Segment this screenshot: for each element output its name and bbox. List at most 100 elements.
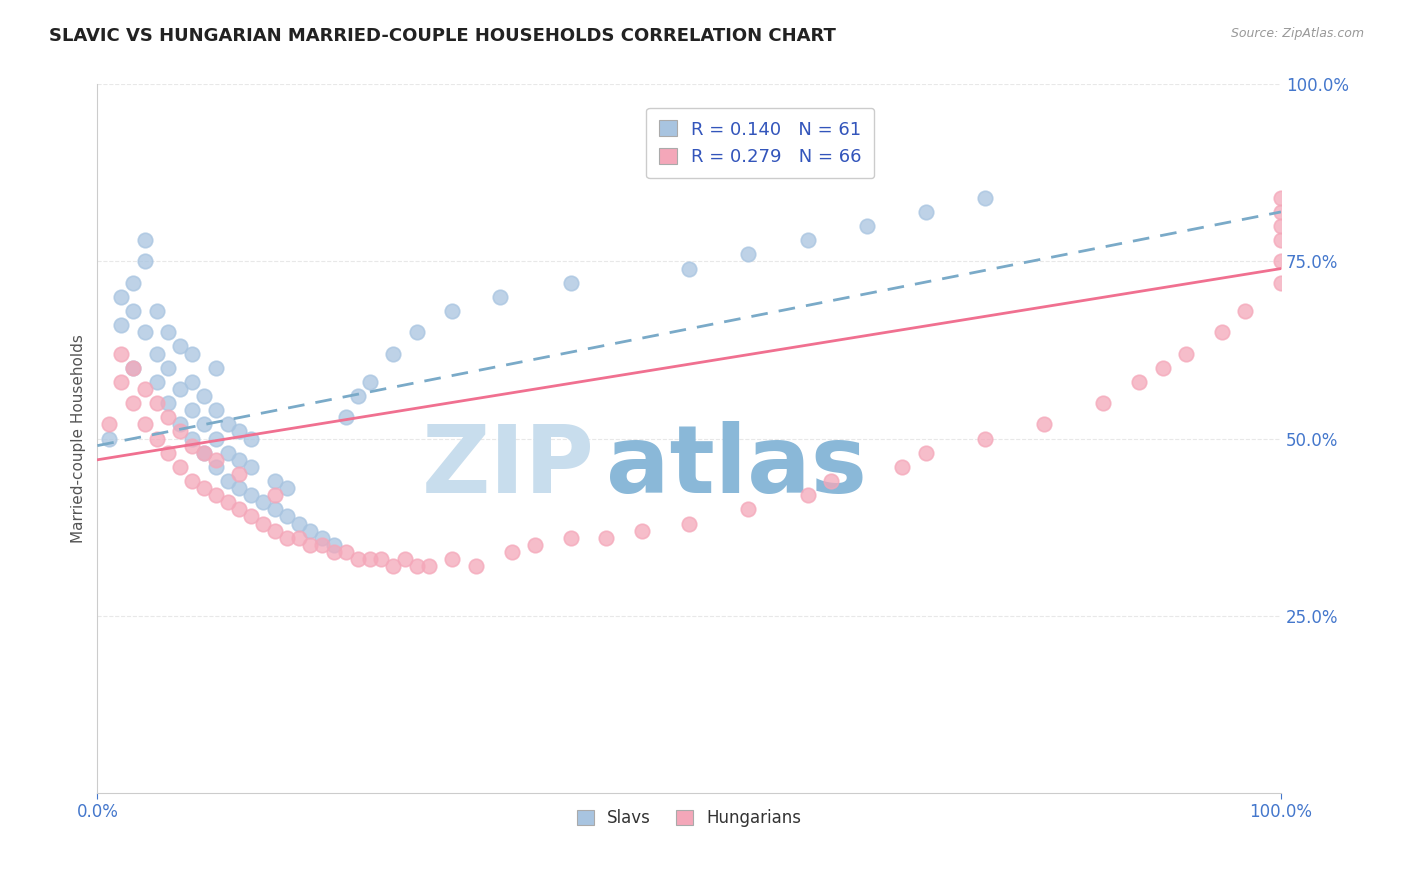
Point (287, 516, 309, 531)
Point (820, 474, 842, 488)
Point (1175, 346, 1198, 360)
Point (276, 531, 298, 545)
Point (169, 339, 191, 353)
Point (204, 452, 226, 467)
Point (370, 552, 392, 566)
Point (181, 346, 204, 360)
Point (346, 389, 368, 403)
Point (217, 446, 239, 460)
Point (134, 382, 156, 396)
Point (157, 410, 180, 425)
Text: SLAVIC VS HUNGARIAN MARRIED-COUPLE HOUSEHOLDS CORRELATION CHART: SLAVIC VS HUNGARIAN MARRIED-COUPLE HOUSE… (49, 27, 837, 45)
Point (394, 552, 416, 566)
Point (524, 538, 547, 552)
Point (193, 446, 215, 460)
Point (335, 410, 357, 425)
Point (228, 481, 250, 495)
Point (228, 425, 250, 439)
Point (974, 432, 997, 446)
Legend: Slavs, Hungarians: Slavs, Hungarians (571, 803, 808, 834)
Point (465, 559, 488, 574)
Point (217, 474, 239, 488)
Point (98, 432, 121, 446)
Point (252, 516, 274, 531)
Point (560, 276, 582, 290)
Point (287, 531, 309, 545)
Point (1270, 276, 1292, 290)
Point (1270, 191, 1292, 205)
Point (110, 318, 132, 333)
Point (145, 396, 167, 410)
Point (346, 552, 368, 566)
Point (240, 488, 263, 502)
Point (145, 346, 167, 360)
Point (382, 559, 405, 574)
Point (264, 524, 287, 538)
Point (915, 446, 938, 460)
Point (193, 446, 215, 460)
Point (204, 360, 226, 375)
Point (311, 531, 333, 545)
Point (1270, 233, 1292, 247)
Point (157, 446, 180, 460)
Point (1234, 304, 1257, 318)
Point (121, 304, 143, 318)
Point (169, 425, 191, 439)
Point (228, 502, 250, 516)
Point (134, 233, 156, 247)
Point (181, 403, 204, 417)
Point (204, 488, 226, 502)
Point (796, 488, 818, 502)
Point (193, 417, 215, 432)
Text: Source: ZipAtlas.com: Source: ZipAtlas.com (1230, 27, 1364, 40)
Point (252, 495, 274, 509)
Point (299, 524, 322, 538)
Point (678, 261, 700, 276)
Point (134, 326, 156, 340)
Point (1211, 326, 1233, 340)
Point (264, 474, 287, 488)
Point (891, 459, 914, 474)
Point (181, 375, 204, 389)
Point (323, 545, 346, 559)
Point (157, 360, 180, 375)
Point (1033, 417, 1056, 432)
Point (796, 233, 818, 247)
Point (169, 417, 191, 432)
Point (276, 509, 298, 524)
Point (1128, 375, 1150, 389)
Point (181, 474, 204, 488)
Point (204, 432, 226, 446)
Point (1270, 205, 1292, 219)
Point (441, 552, 464, 566)
Point (240, 509, 263, 524)
Point (157, 326, 180, 340)
Point (737, 247, 759, 261)
Point (441, 304, 464, 318)
Point (501, 545, 523, 559)
Point (193, 481, 215, 495)
Point (121, 360, 143, 375)
Point (630, 524, 652, 538)
Point (145, 432, 167, 446)
Point (157, 396, 180, 410)
Point (134, 254, 156, 268)
Point (276, 481, 298, 495)
Point (228, 467, 250, 481)
Point (418, 559, 440, 574)
Point (264, 488, 287, 502)
Point (488, 290, 510, 304)
Point (299, 538, 322, 552)
Point (855, 219, 877, 233)
Point (217, 417, 239, 432)
Point (121, 360, 143, 375)
Point (1270, 254, 1292, 268)
Point (359, 375, 381, 389)
Point (134, 417, 156, 432)
Text: atlas: atlas (606, 421, 868, 513)
Point (181, 439, 204, 453)
Point (974, 191, 997, 205)
Point (110, 290, 132, 304)
Point (264, 502, 287, 516)
Point (335, 545, 357, 559)
